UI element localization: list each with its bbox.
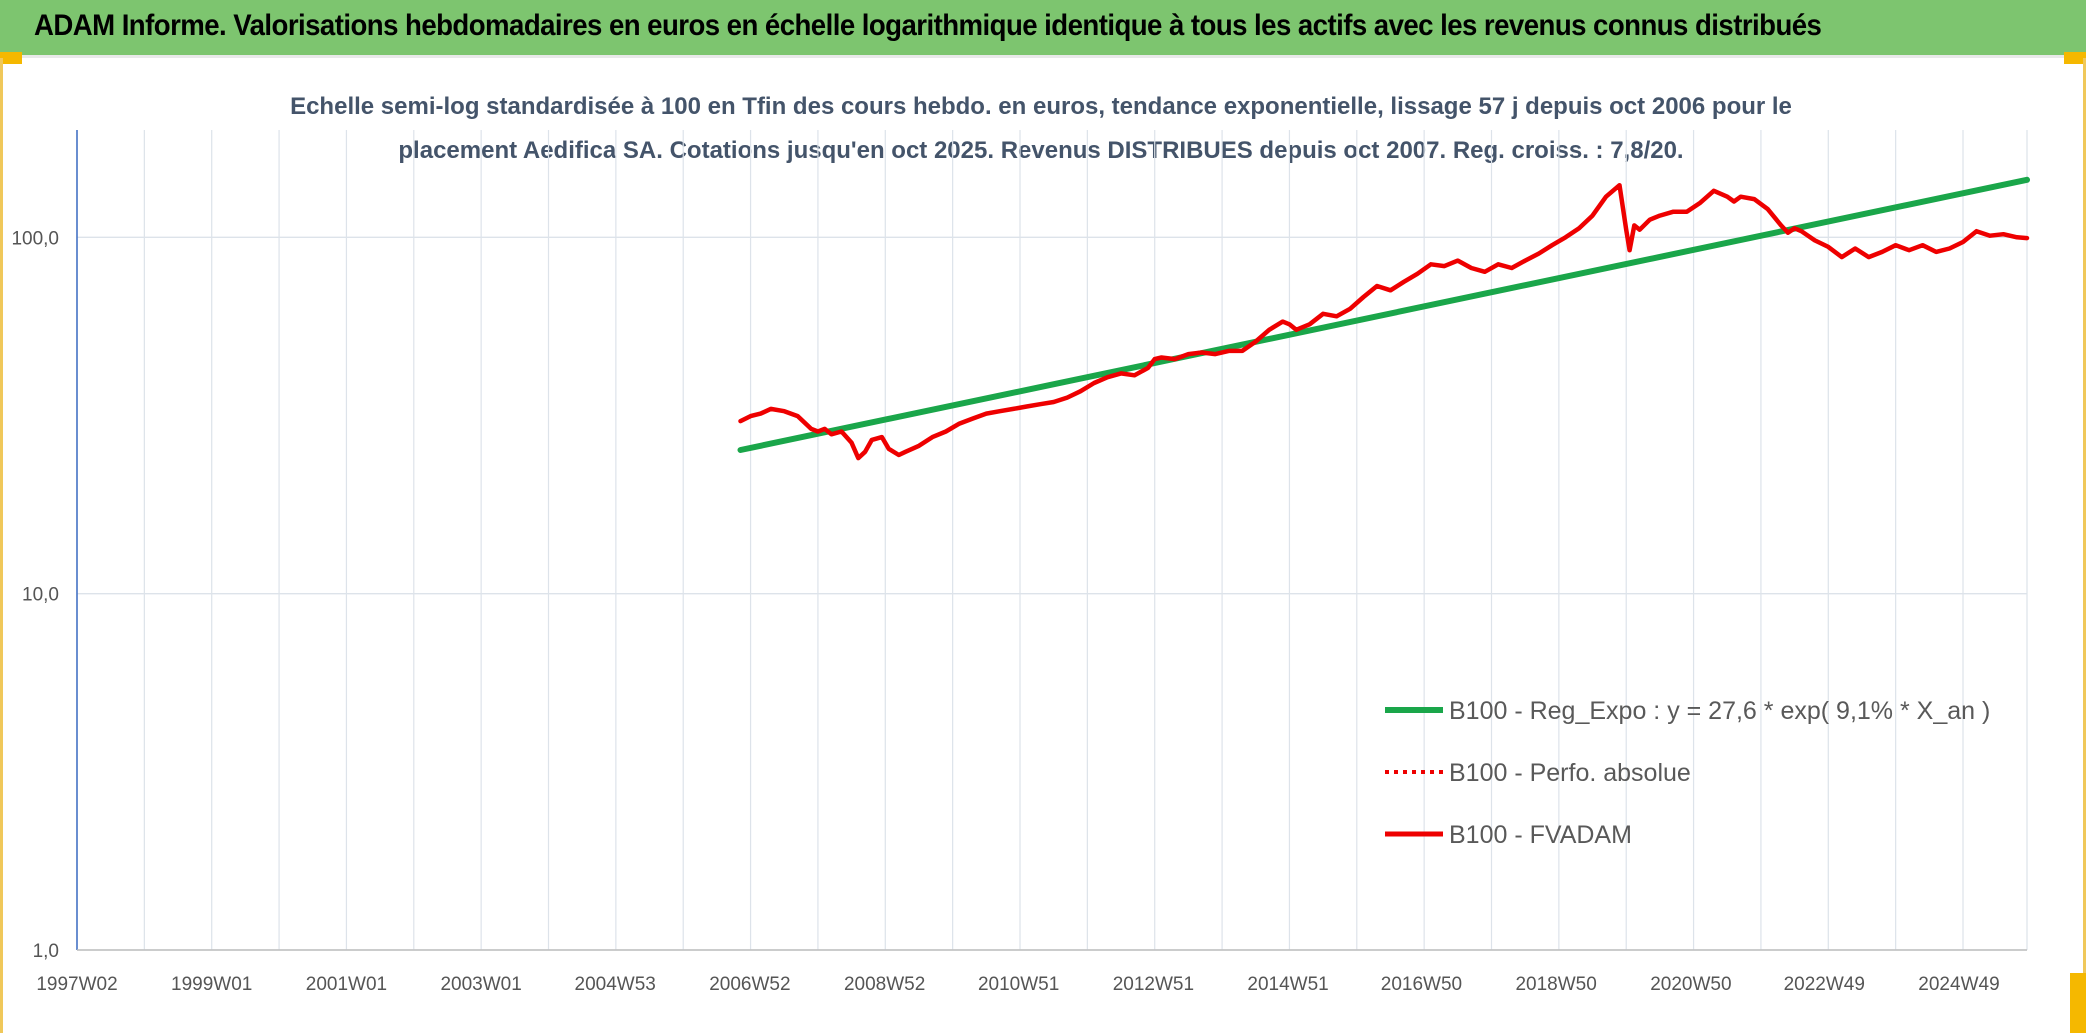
y-tick-label: 10,0: [22, 585, 59, 606]
series-line-0: [737, 176, 2030, 453]
chart-title: Echelle semi-log standardisée à 100 en T…: [290, 93, 1792, 164]
x-tick-label: 1997W02: [36, 974, 117, 995]
chart-legend: B100 - Reg_Expo : y = 27,6 * exp( 9,1% *…: [1385, 697, 1990, 849]
frame-bottom-marker: [2070, 973, 2086, 1033]
x-tick-label: 2014W51: [1247, 974, 1328, 995]
x-tick-label: 2006W52: [709, 974, 790, 995]
y-tick-label: 100,0: [11, 228, 59, 249]
x-tick-label: 2024W49: [1918, 974, 1999, 995]
series-line-2: [738, 182, 2030, 461]
x-tick-label: 2020W50: [1650, 974, 1731, 995]
x-tick-label: 2010W51: [978, 974, 1059, 995]
chart-axes: 1,0 10,0 100,0 1997W02 1999W01 2001W01 2003W01…: [11, 130, 2027, 995]
chart-series: [737, 176, 2030, 461]
x-tick-label: 2001W01: [306, 974, 387, 995]
legend-label: B100 - Reg_Expo : y = 27,6 * exp( 9,1% *…: [1449, 697, 1990, 725]
corner-marker-right: [2064, 52, 2086, 64]
x-tick-label: 1999W01: [171, 974, 252, 995]
x-tick-label: 2004W53: [575, 974, 656, 995]
header-bar: ADAM Informe. Valorisations hebdomadaire…: [0, 0, 2086, 58]
x-tick-label: 2008W52: [844, 974, 925, 995]
chart-grid: [77, 130, 2028, 951]
page-title: ADAM Informe. Valorisations hebdomadaire…: [34, 9, 1822, 42]
legend-label: B100 - FVADAM: [1449, 821, 1632, 849]
chart-title-line-2: placement Aedifica SA. Cotations jusqu'e…: [398, 137, 1683, 164]
x-tick-label: 2022W49: [1784, 974, 1865, 995]
x-tick-label: 2018W50: [1515, 974, 1596, 995]
corner-marker-left: [0, 52, 22, 64]
x-tick-label: 2003W01: [440, 974, 521, 995]
chart-title-line-1: Echelle semi-log standardisée à 100 en T…: [290, 93, 1792, 120]
frame-left-border: [0, 58, 3, 1033]
x-tick-label: 2016W50: [1381, 974, 1462, 995]
x-tick-label: 2012W51: [1113, 974, 1194, 995]
legend-label: B100 - Perfo. absolue: [1449, 759, 1691, 787]
y-tick-label: 1,0: [33, 941, 59, 962]
frame-right-border: [2083, 58, 2086, 1033]
